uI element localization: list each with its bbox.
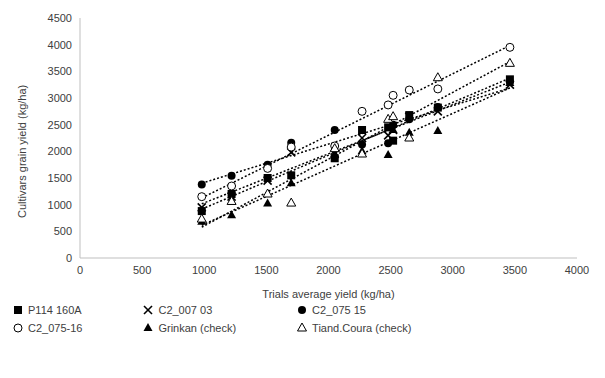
svg-text:1500: 1500	[48, 172, 72, 184]
svg-text:2500: 2500	[378, 264, 402, 276]
svg-text:1500: 1500	[254, 264, 278, 276]
svg-text:3000: 3000	[48, 92, 72, 104]
svg-text:500: 500	[54, 225, 72, 237]
svg-text:Cultivars grain yield (kg/ha): Cultivars grain yield (kg/ha)	[16, 85, 28, 218]
html-text:P114 160A: P114 160A	[28, 304, 82, 316]
svg-text:4000: 4000	[565, 264, 589, 276]
svg-text:4500: 4500	[48, 12, 72, 24]
svg-text:2000: 2000	[316, 264, 340, 276]
html-text:C2_007 03: C2_007 03	[158, 304, 213, 316]
svg-text:3000: 3000	[441, 264, 465, 276]
svg-text:0: 0	[77, 264, 83, 276]
svg-text:1000: 1000	[48, 199, 72, 211]
svg-text:3500: 3500	[48, 65, 72, 77]
svg-text:1000: 1000	[192, 264, 216, 276]
svg-text:2500: 2500	[48, 119, 72, 131]
svg-text:2000: 2000	[48, 145, 72, 157]
html-text:Grinkan (check): Grinkan (check)	[158, 322, 237, 334]
svg-text:3500: 3500	[503, 264, 527, 276]
html-text:C2_075 15: C2_075 15	[312, 304, 366, 316]
svg-text:0: 0	[66, 252, 72, 264]
svg-text:Trials average yield (kg/ha): Trials average yield (kg/ha)	[262, 288, 394, 300]
svg-text:4000: 4000	[48, 39, 72, 51]
html-text:C2_075-16: C2_075-16	[28, 322, 83, 334]
svg-text:500: 500	[133, 264, 151, 276]
html-text:Tiand.Coura (check): Tiand.Coura (check)	[312, 322, 412, 334]
